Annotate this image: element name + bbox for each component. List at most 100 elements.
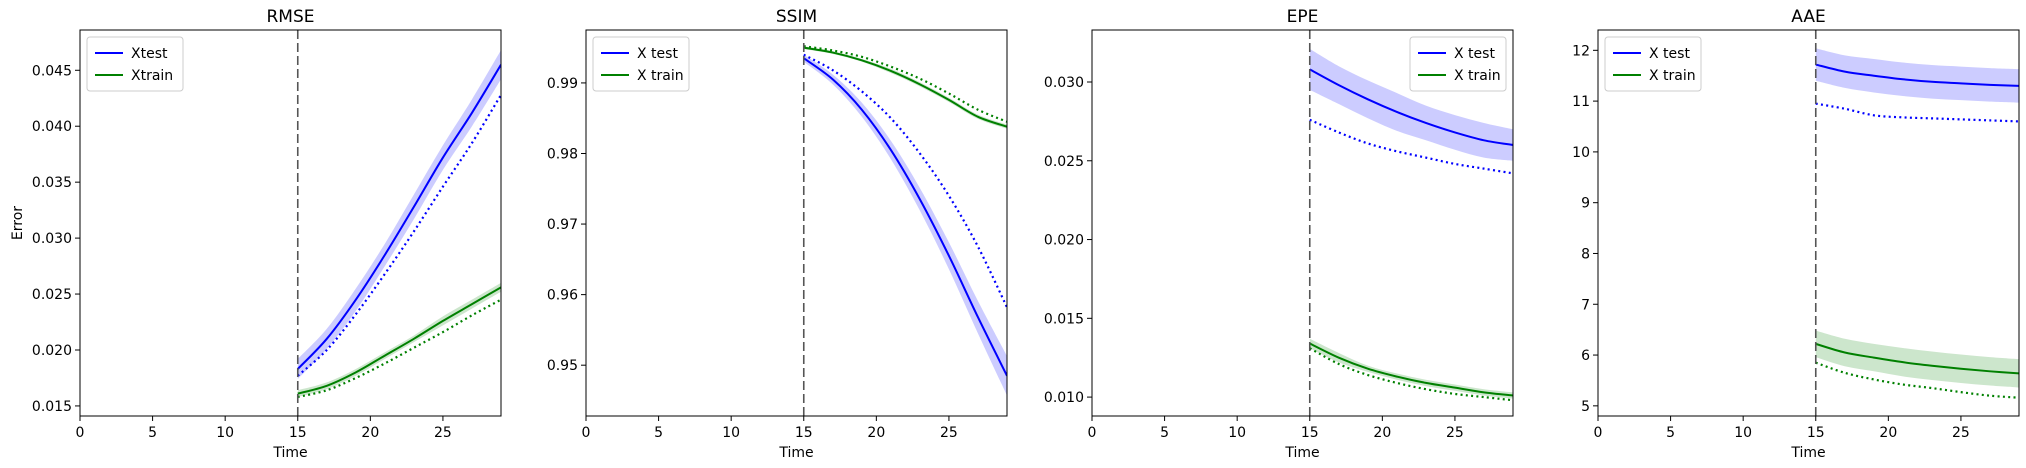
x-tick-label: 25 xyxy=(940,425,958,441)
y-tick-label: 11 xyxy=(1572,94,1590,110)
x-tick-label: 10 xyxy=(1734,425,1752,441)
plot-area xyxy=(803,45,1007,396)
x-tick-label: 20 xyxy=(361,425,379,441)
y-tick-label: 0.015 xyxy=(1044,311,1084,327)
chart-title: SSIM xyxy=(776,7,817,27)
legend-box xyxy=(1604,36,1702,92)
x-tick-label: 20 xyxy=(1373,425,1391,441)
x-axis-label: Time xyxy=(1790,445,1825,461)
axes-frame xyxy=(79,29,502,417)
series-line-dotted-blue xyxy=(803,53,1007,308)
legend-label: X train xyxy=(1454,68,1501,84)
y-tick-label: 0.97 xyxy=(547,217,578,233)
x-tick-label: 25 xyxy=(1446,425,1464,441)
y-tick-label: 6 xyxy=(1581,348,1590,364)
x-tick-label: 5 xyxy=(1666,425,1675,441)
legend-box xyxy=(592,36,690,92)
series-line-dotted-green xyxy=(803,45,1007,123)
x-tick-label: 25 xyxy=(434,425,452,441)
plot-area xyxy=(297,50,501,399)
y-tick-label: 0.020 xyxy=(1044,233,1084,249)
legend: Xtest Xtrain xyxy=(86,36,184,92)
y-tick-label: 0.040 xyxy=(32,119,72,135)
axes-frame xyxy=(585,29,1008,417)
y-tick-label: 10 xyxy=(1572,145,1590,161)
y-tick-label: 0.96 xyxy=(547,288,578,304)
y-tick-label: 0.020 xyxy=(32,343,72,359)
series-line-xtrain xyxy=(297,286,501,395)
x-tick-label: 5 xyxy=(1160,425,1169,441)
axes-frame xyxy=(1091,29,1514,417)
plot-area xyxy=(1815,48,2019,399)
y-tick-label: 0.030 xyxy=(32,231,72,247)
confidence-band-x-train xyxy=(1815,330,2019,388)
x-tick-label: 0 xyxy=(1594,425,1603,441)
confidence-band-xtest xyxy=(297,50,501,380)
x-tick-label: 10 xyxy=(1228,425,1246,441)
x-tick-label: 15 xyxy=(1807,425,1825,441)
panel-epe: 0 5 10 15 20 25 0.010 0.015 0.020 0.025 0.030 EPE Ti… xyxy=(1044,7,1514,461)
chart-title: RMSE xyxy=(266,7,314,27)
legend: X test X train xyxy=(592,36,690,92)
series-line-x-test xyxy=(1309,68,1513,146)
x-tick-label: 10 xyxy=(722,425,740,441)
x-tick-label: 10 xyxy=(216,425,234,441)
legend-label: X test xyxy=(1454,46,1495,62)
x-tick-label: 5 xyxy=(654,425,663,441)
x-axis-label: Time xyxy=(1284,445,1319,461)
x-tick-label: 20 xyxy=(1879,425,1897,441)
series-line-dotted-green xyxy=(1815,361,2019,399)
x-tick-label: 0 xyxy=(76,425,85,441)
chart-title: AAE xyxy=(1791,7,1825,27)
y-tick-label: 0.015 xyxy=(32,399,72,415)
y-tick-label: 0.045 xyxy=(32,63,72,79)
confidence-band-x-test xyxy=(1815,48,2019,103)
series-line-xtest xyxy=(297,64,501,370)
x-tick-label: 5 xyxy=(148,425,157,441)
y-tick-label: 0.010 xyxy=(1044,390,1084,406)
x-axis-label: Time xyxy=(272,445,307,461)
panel-ssim: 0 5 10 15 20 25 0.95 0.96 0.97 0.98 0.99 SSIM Time X … xyxy=(547,7,1008,461)
y-tick-label: 9 xyxy=(1581,196,1590,212)
x-tick-label: 15 xyxy=(1301,425,1319,441)
confidence-band-x-train xyxy=(1309,338,1513,399)
series-line-dotted-blue xyxy=(1309,118,1513,175)
chart-title: EPE xyxy=(1287,7,1319,27)
series-line-dotted-blue xyxy=(1815,102,2019,123)
x-tick-label: 0 xyxy=(582,425,591,441)
x-axis-label: Time xyxy=(778,445,813,461)
legend-box xyxy=(86,36,184,92)
series-line-dotted-blue xyxy=(297,94,501,377)
x-tick-label: 15 xyxy=(795,425,813,441)
x-tick-label: 25 xyxy=(1952,425,1970,441)
legend-label: X test xyxy=(1649,46,1690,62)
legend-box xyxy=(1409,36,1507,92)
y-tick-label: 0.99 xyxy=(547,76,578,92)
y-tick-label: 0.025 xyxy=(1044,154,1084,170)
confidence-band-x-test xyxy=(803,54,1007,396)
series-line-x-train xyxy=(803,46,1007,128)
y-tick-label: 0.025 xyxy=(32,287,72,303)
x-tick-label: 0 xyxy=(1088,425,1097,441)
series-line-x-test xyxy=(1815,63,2019,87)
x-tick-label: 20 xyxy=(867,425,885,441)
legend-label: X train xyxy=(637,68,684,84)
y-tick-label: 7 xyxy=(1581,297,1590,313)
x-tick-label: 15 xyxy=(289,425,307,441)
y-tick-label: 8 xyxy=(1581,246,1590,262)
confidence-band-x-test xyxy=(1309,48,1513,161)
series-line-x-train xyxy=(1309,342,1513,397)
y-tick-label: 0.95 xyxy=(547,358,578,374)
panel-rmse: 0 5 10 15 20 25 0.015 0.020 0.025 0.030 0.035 0.040… xyxy=(10,7,502,461)
plot-area xyxy=(1309,48,1513,402)
series-line-dotted-green xyxy=(297,298,501,399)
legend-label: Xtrain xyxy=(131,68,173,84)
y-tick-label: 5 xyxy=(1581,399,1590,415)
series-line-x-train xyxy=(1815,342,2019,375)
y-tick-label: 0.030 xyxy=(1044,75,1084,91)
y-tick-label: 0.98 xyxy=(547,146,578,162)
legend-label: Xtest xyxy=(131,46,168,62)
y-tick-label: 0.035 xyxy=(32,175,72,191)
